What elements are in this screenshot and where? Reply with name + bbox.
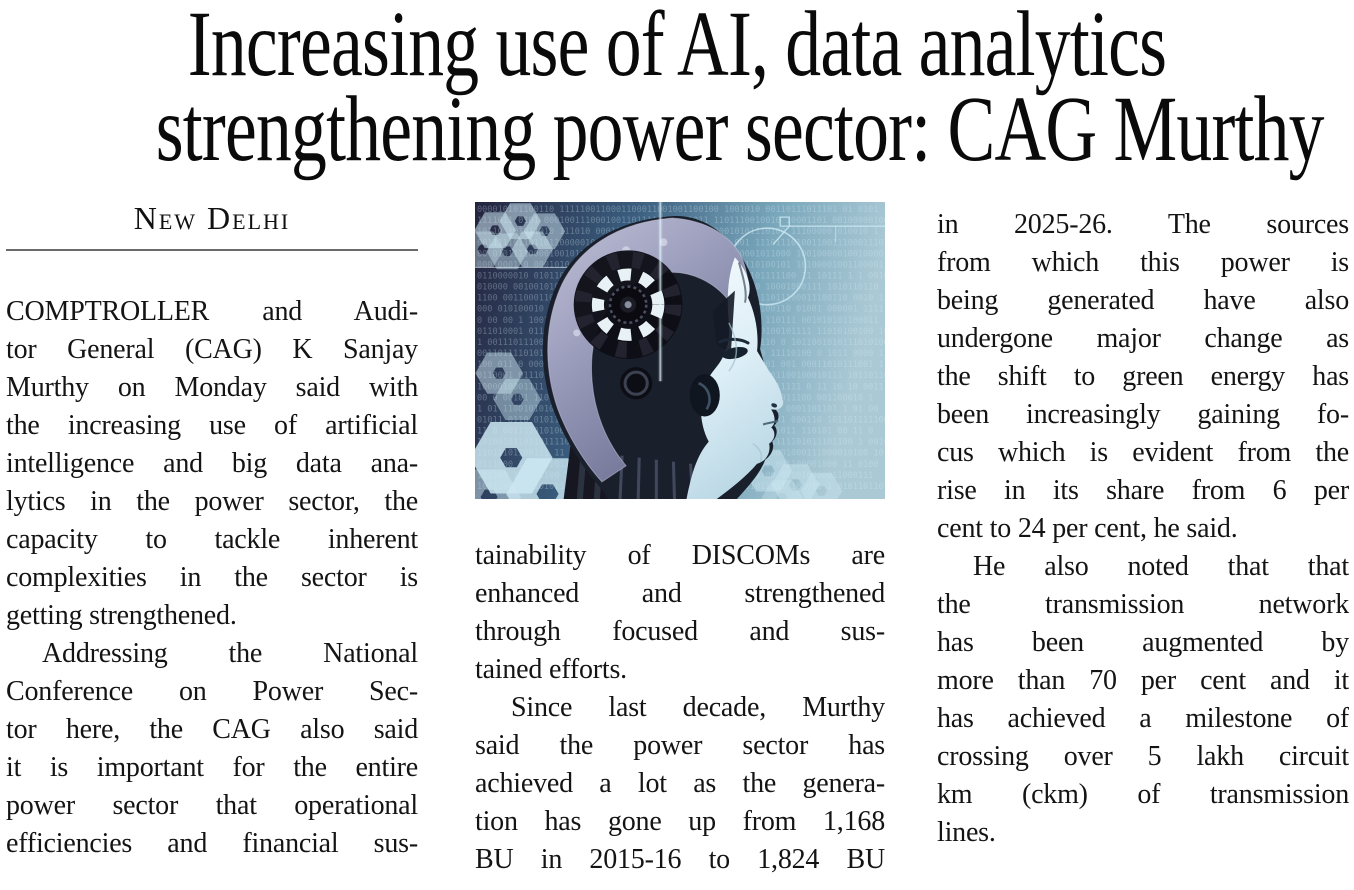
dateline: New Delhi (133, 200, 291, 236)
article-line: the increasing use of artificial (6, 410, 418, 441)
column-right-body: in 2025-26. The sources from which this p… (937, 206, 1349, 852)
article-line: complexities in the sector is (6, 562, 418, 593)
paragraph: Addressing the National Conference on Pow… (6, 635, 418, 863)
article-line: undergone major change as (937, 323, 1349, 354)
dateline-rule (6, 249, 418, 251)
article-line: cus which is evident from the (937, 437, 1349, 468)
column-left: New Delhi COMPTROLLER and Audi-tor Gener… (6, 196, 418, 863)
article-line: through focused and sus- (475, 616, 885, 647)
gear-brain (573, 250, 683, 400)
article-line: has been augmented by (937, 627, 1349, 658)
column-right: in 2025-26. The sources from which this p… (937, 206, 1349, 852)
article-line: rise in its share from 6 per (937, 475, 1349, 506)
article-line: km (ckm) of transmission (937, 779, 1349, 810)
article-line: being generated have also (937, 285, 1349, 316)
article-line: cent to 24 per cent, he said. (937, 513, 1238, 544)
article-line: COMPTROLLER and Audi- (6, 296, 418, 327)
article-line: He also noted that that (973, 551, 1349, 582)
headline: Increasing use of AI, data analytics str… (0, 0, 1354, 181)
article-line: the transmission network (937, 589, 1349, 620)
paragraph: He also noted that that the transmission … (937, 548, 1349, 852)
ai-robot-head-illustration: 000010101100110 111110011000110001100100… (475, 202, 885, 499)
paragraph: in 2025-26. The sources from which this p… (937, 206, 1349, 548)
article-line: from which this power is (937, 247, 1349, 278)
article-line: tor here, the CAG also said (6, 714, 418, 745)
column-middle: 000010101100110 111110011000110001100100… (475, 202, 885, 879)
article-line: lines. (937, 817, 996, 848)
article-line: tor General (CAG) K Sanjay (6, 334, 418, 365)
article-line: Murthy on Monday said with (6, 372, 418, 403)
article-line: in 2025-26. The sources (937, 209, 1349, 240)
article-line: getting strengthened. (6, 600, 237, 631)
robot-face-plate (686, 257, 784, 499)
face-details (689, 262, 779, 463)
article-line: it is important for the entire (6, 752, 418, 783)
article-line: power sector that operational (6, 790, 418, 821)
article-line: been increasingly gaining fo- (937, 399, 1349, 430)
paragraph: Since last decade, Murthy said the power … (475, 689, 885, 879)
article-line: crossing over 5 lakh circuit (937, 741, 1349, 772)
article-line: tion has gone up from 1,168 (475, 806, 885, 837)
article-line: Addressing the National (42, 638, 418, 669)
article-line: efficiencies and financial sus- (6, 828, 418, 859)
svg-text:000010101100110 11111001100011: 000010101100110 111110011000110001100100… (477, 205, 878, 215)
article-line: has achieved a milestone of (937, 703, 1349, 734)
article-line: BU in 2015-16 to 1,824 BU (475, 844, 885, 875)
article-line: enhanced and strengthened (475, 578, 885, 609)
column-left-body: COMPTROLLER and Audi-tor General (CAG) K… (6, 293, 418, 863)
paragraph: COMPTROLLER and Audi-tor General (CAG) K… (6, 293, 418, 635)
article-line: the shift to green energy has (937, 361, 1349, 392)
article-line: lytics in the power sector, the (6, 486, 418, 517)
article-line: more than 70 per cent and it (937, 665, 1349, 696)
article-line: said the power sector has (475, 730, 885, 761)
article-line: Since last decade, Murthy (511, 692, 885, 723)
article-line: tainability of DISCOMs are (475, 540, 885, 571)
article-line: achieved a lot as the genera- (475, 768, 885, 799)
article-line: capacity to tackle inherent (6, 524, 418, 555)
headline-line-2: strengthening power sector: CAG Murthy (155, 78, 1325, 181)
headline-line-1: Increasing use of AI, data analytics (187, 0, 1167, 96)
article-line: tained efforts. (475, 654, 627, 685)
article-photo: 000010101100110 111110011000110001100100… (475, 202, 885, 499)
column-middle-body: tainability of DISCOMs are enhanced and s… (475, 537, 885, 879)
paragraph: tainability of DISCOMs are enhanced and s… (475, 537, 885, 689)
article-line: Conference on Power Sec- (6, 676, 418, 707)
article-line: intelligence and big data ana- (6, 448, 418, 479)
